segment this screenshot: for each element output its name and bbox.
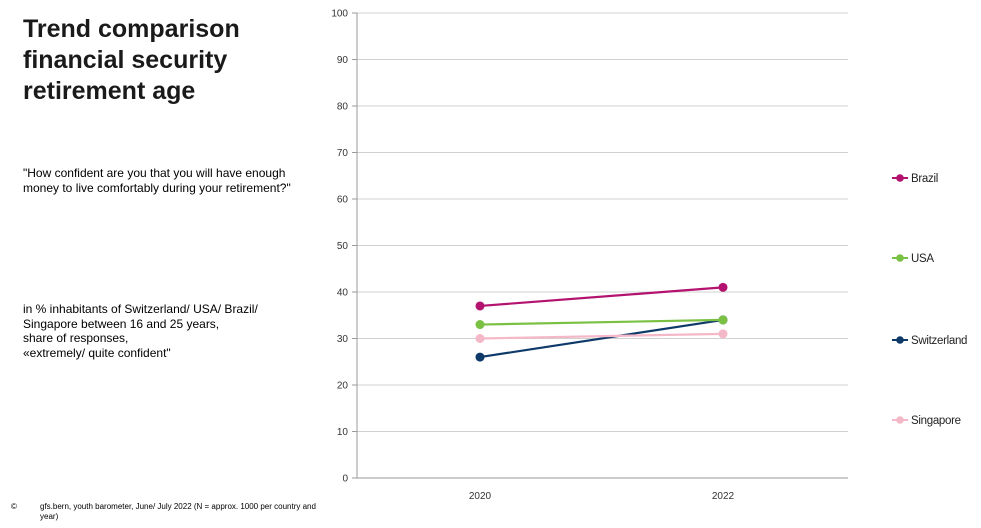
- series-line-brazil: [479, 286, 724, 308]
- title-line-2: financial security: [23, 46, 228, 74]
- series-layer: [475, 282, 728, 362]
- legend-marker-usa: [896, 254, 904, 262]
- data-point-switzerland-2020: [475, 352, 485, 362]
- data-point-usa-2022: [718, 315, 728, 325]
- y-tick-label: 80: [337, 102, 349, 113]
- y-tick-label: 60: [337, 195, 349, 206]
- description-line-1: in % inhabitants of Switzerland/ USA/ Br…: [23, 302, 258, 316]
- data-point-singapore-2020: [475, 334, 485, 343]
- series-line-singapore: [479, 332, 724, 340]
- copyright-symbol: ©: [11, 502, 17, 511]
- description-line-3: share of responses,: [23, 331, 129, 345]
- y-tick-label: 30: [337, 334, 349, 345]
- title-line-1: Trend comparison: [23, 15, 240, 43]
- legend-label-brazil: Brazil: [911, 173, 938, 185]
- survey-question: "How confident are you that you will hav…: [23, 166, 291, 195]
- data-point-usa-2020: [475, 320, 485, 330]
- legend-marker-brazil: [896, 174, 904, 182]
- y-tick-label: 100: [331, 9, 348, 20]
- chart-description: in % inhabitants of Switzerland/ USA/ Br…: [23, 302, 323, 360]
- y-tick-label: 0: [342, 474, 348, 485]
- legend-marker-singapore: [896, 416, 904, 424]
- series-line-switzerland: [479, 318, 724, 359]
- x-tick-label: 2022: [712, 491, 735, 502]
- grid-layer: [357, 12, 848, 479]
- y-tick-label: 70: [337, 148, 349, 159]
- page-title: Trend comparison financial security reti…: [23, 14, 313, 107]
- source-note: gfs.bern, youth barometer, June/ July 20…: [40, 502, 316, 521]
- axis-layer: 0 10 20 30 40 50 60 70 80 90 100 2020 2022: [331, 9, 734, 503]
- legend-label-usa: USA: [911, 253, 934, 265]
- title-line-3: retirement age: [23, 77, 196, 105]
- legend-label-singapore: Singapore: [911, 415, 961, 427]
- legend-label-switzerland: Switzerland: [911, 335, 967, 347]
- y-tick-label: 20: [337, 381, 349, 392]
- data-point-brazil-2020: [475, 301, 485, 311]
- y-tick-label: 10: [337, 427, 349, 438]
- y-tick-label: 40: [337, 288, 349, 299]
- series-line-usa: [479, 318, 724, 326]
- y-tick-label: 50: [337, 241, 349, 252]
- x-tick-label: 2020: [469, 491, 492, 502]
- data-point-singapore-2022: [718, 329, 728, 339]
- description-line-2: Singapore between 16 and 25 years,: [23, 316, 220, 331]
- legend-layer: Brazil USA Switzerland Singapore: [892, 173, 967, 427]
- data-point-brazil-2022: [718, 282, 728, 292]
- description-line-4: «extremely/ quite confident": [23, 345, 171, 360]
- y-tick-label: 90: [337, 55, 349, 66]
- legend-marker-switzerland: [896, 336, 904, 344]
